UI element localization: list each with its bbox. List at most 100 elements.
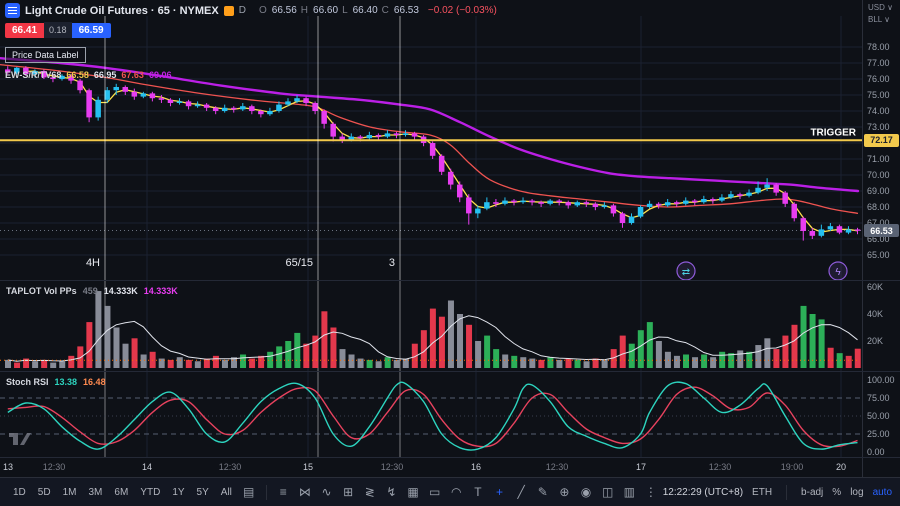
ohlc-key: L <box>342 5 348 16</box>
zigzag-tool-icon[interactable]: ↯ <box>386 485 397 499</box>
chart-bubble-icon[interactable]: ⇄ <box>676 261 696 281</box>
toolbar-right-group: 12:22:29 (UTC+8) ETH b-adj% log auto <box>662 484 893 500</box>
stoch-indicator-legend[interactable]: Stoch RSI 13.38 16.48 <box>6 377 106 387</box>
unit-selector[interactable]: BLL ∨ <box>868 15 891 24</box>
indicator-name[interactable]: TAPLOT Vol PPs <box>6 286 77 296</box>
volume-axis-label: 40K <box>867 309 884 319</box>
rectangle-tool-icon[interactable]: ▭ <box>428 485 441 499</box>
brush-tool-icon[interactable]: ✎ <box>537 485 548 499</box>
buy-button[interactable]: 66.59 <box>71 22 111 38</box>
trend-line-tool-icon[interactable]: ╱ <box>517 485 525 499</box>
indicator-value: 67.63 <box>121 70 144 80</box>
more-tools-icon[interactable]: ⋮ <box>644 485 657 499</box>
sell-button[interactable]: 66.41 <box>5 22 45 38</box>
session-eth-button[interactable]: ETH <box>752 486 773 498</box>
time-axis-label: 16 <box>470 462 482 472</box>
go-to-date-icon[interactable]: ▤ <box>243 485 255 499</box>
range-3m-button[interactable]: 3M <box>88 486 103 498</box>
volume-pane[interactable] <box>0 281 862 371</box>
ohlc-key: C <box>381 5 389 16</box>
time-axis-label: 12:30 <box>708 462 732 472</box>
range-1d-button[interactable]: 1D <box>13 486 26 498</box>
gann-tool-icon[interactable]: ▦ <box>407 485 419 499</box>
callout-tool-icon[interactable]: ◫ <box>601 485 614 499</box>
market-status-icon[interactable] <box>223 5 234 16</box>
chart-bubble-icon[interactable]: ϟ <box>828 261 848 281</box>
ew-indicator-legend[interactable]: EW-S/R/TV68 66.58 66.95 67.63 69.06 <box>5 70 497 80</box>
indicator-value: 459 <box>82 286 98 296</box>
forecast-tool-icon[interactable]: ≷ <box>364 485 375 499</box>
price-axis-label: 78.00 <box>867 42 890 52</box>
percent-scale-toggle[interactable]: % <box>832 486 842 498</box>
measure-tool-icon[interactable]: ⊕ <box>559 485 570 499</box>
trigger-price-tag: 72.17 <box>864 133 899 147</box>
interval-label[interactable]: D <box>238 5 246 16</box>
range-6m-button[interactable]: 6M <box>114 486 129 498</box>
pin-tool-icon[interactable]: ◉ <box>580 485 592 499</box>
time-axis[interactable]: 13 12:30 14 12:30 15 12:30 16 12:30 17 12:30 19:00… <box>0 458 862 477</box>
ma-slow-line <box>0 57 860 193</box>
stoch-pane[interactable] <box>0 372 862 458</box>
vertical-line-label: 65/15 <box>285 257 313 269</box>
volume-axis-label: 60K <box>867 282 884 292</box>
range-1m-button[interactable]: 1M <box>62 486 77 498</box>
vertical-line-label: 3 <box>389 257 395 269</box>
range-5d-button[interactable]: 5D <box>37 486 51 498</box>
indicator-value: 66.95 <box>93 70 117 80</box>
range-5y-button[interactable]: 5Y <box>196 486 209 498</box>
price-axis-label: 71.00 <box>867 154 890 164</box>
indicator-name[interactable]: EW-S/R/TV68 <box>5 70 62 80</box>
stoch-axis-label: 100.00 <box>867 375 895 385</box>
time-axis-label: 12:30 <box>380 462 404 472</box>
price-axis-label: 69.00 <box>867 186 890 196</box>
price-axis-label: 75.00 <box>867 90 890 100</box>
clock-label[interactable]: 12:22:29 (UTC+8) <box>662 486 744 498</box>
trigger-label: TRIGGER <box>810 127 856 138</box>
chart-region[interactable]: TRIGGER 4H 65/15 3 ⇄ ϟ Light Crude Oil Future… <box>0 0 862 472</box>
ohlc-value: 66.40 <box>352 5 378 16</box>
spread-value: 0.18 <box>44 22 72 38</box>
range-ytd-button[interactable]: YTD <box>140 486 161 498</box>
pane-separator[interactable] <box>0 280 900 281</box>
volume-bars <box>5 291 861 368</box>
candles-layer <box>5 66 861 241</box>
pane-separator[interactable] <box>0 371 900 372</box>
time-axis-label: 12:30 <box>545 462 569 472</box>
crosshair-tool-icon[interactable]: + <box>496 485 504 499</box>
range-1y-button[interactable]: 1Y <box>172 486 185 498</box>
stoch-k-line <box>7 381 858 451</box>
stats-tool-icon[interactable]: ▥ <box>623 485 635 499</box>
indicator-value: 14.333K <box>143 286 178 296</box>
stoch-d-line <box>7 386 858 448</box>
text-tool-icon[interactable]: T <box>474 485 482 499</box>
price-axis-label: 68.00 <box>867 202 890 212</box>
stoch-axis-label: 50.00 <box>867 411 890 421</box>
object-tree-icon[interactable]: ≡ <box>279 485 287 499</box>
position-tool-icon[interactable]: ⊞ <box>343 485 354 499</box>
auto-scale-toggle[interactable]: auto <box>872 486 893 498</box>
currency-selector[interactable]: USD ∨ <box>868 3 893 12</box>
menu-icon[interactable] <box>5 3 20 18</box>
time-axis-label: 15 <box>302 462 314 472</box>
symbol-title[interactable]: Light Crude Oil Futures · 65 · NYMEX <box>25 4 219 17</box>
time-axis-label: 13 <box>2 462 14 472</box>
time-axis-label: 17 <box>635 462 647 472</box>
wave-tool-icon[interactable]: ∿ <box>321 485 332 499</box>
price-pane[interactable]: TRIGGER 4H 65/15 3 ⇄ ϟ <box>0 0 862 281</box>
svg-text:ϟ: ϟ <box>835 267 841 278</box>
log-scale-toggle[interactable]: log <box>850 486 864 498</box>
badj-toggle[interactable]: b-adj <box>801 486 824 498</box>
toolbar-divider <box>265 484 267 500</box>
volume-indicator-legend[interactable]: TAPLOT Vol PPs 459 14.333K 14.333K <box>6 286 178 296</box>
toolbar-divider <box>786 484 788 500</box>
stoch-axis-label: 25.00 <box>867 429 890 439</box>
price-data-label-annotation[interactable]: Price Data Label <box>5 47 86 63</box>
price-axis[interactable]: USD ∨ BLL ∨ 78.00 77.00 76.00 75.00 74.00 73.00… <box>862 0 900 477</box>
range-all-button[interactable]: All <box>220 486 232 498</box>
time-axis-label: 20 <box>835 462 847 472</box>
price-axis-label: 65.00 <box>867 250 890 260</box>
ohlc-key: O <box>258 5 267 16</box>
pattern-tool-icon[interactable]: ⋈ <box>298 485 311 499</box>
indicator-name[interactable]: Stoch RSI <box>6 377 49 387</box>
arc-tool-icon[interactable]: ◠ <box>451 485 462 499</box>
